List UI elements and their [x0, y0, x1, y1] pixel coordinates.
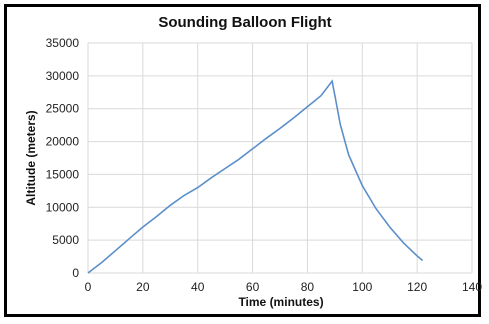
x-tick-label: 20: [136, 280, 150, 294]
grid: [87, 42, 473, 274]
x-tick-label: 100: [352, 280, 372, 294]
series-line: [87, 79, 424, 274]
x-tick-label: 0: [85, 280, 92, 294]
y-axis-ticks: 0 5000 10000 15000 20000 25000 30000 35000: [46, 36, 80, 280]
x-tick-label: 60: [246, 280, 260, 294]
y-tick-label: 5000: [52, 233, 79, 247]
y-tick-label: 15000: [46, 167, 80, 181]
chart-title: Sounding Balloon Flight: [158, 14, 331, 31]
chart-frame: [4, 4, 481, 317]
x-axis-label: Time (minutes): [238, 295, 323, 309]
x-tick-label: 140: [462, 280, 482, 294]
y-tick-label: 20000: [46, 135, 80, 149]
y-tick-label: 0: [72, 266, 79, 280]
y-axis-label: Altitude (meters): [24, 110, 38, 205]
y-tick-label: 10000: [46, 200, 80, 214]
y-tick-label: 25000: [46, 102, 80, 116]
x-tick-label: 120: [407, 280, 427, 294]
x-tick-label: 40: [191, 280, 205, 294]
y-tick-label: 30000: [46, 69, 80, 83]
y-tick-label: 35000: [46, 36, 80, 50]
x-tick-label: 80: [301, 280, 315, 294]
x-axis-ticks: 0 20 40 60 80 100 120 140: [85, 280, 483, 294]
